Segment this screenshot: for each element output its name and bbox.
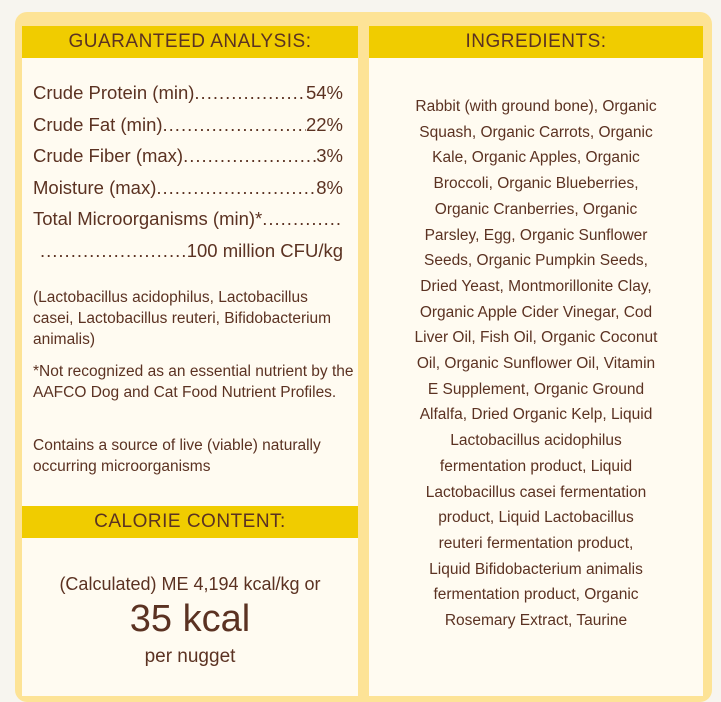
ingredients-line: Dried Yeast, Montmorillonite Clay, [420, 277, 652, 295]
analysis-row: 100 million CFU/kg [40, 240, 343, 262]
ingredients-line: Oil, Organic Sunflower Oil, Vitamin [416, 355, 656, 373]
row-value: 3% [316, 145, 343, 166]
row-label: Crude Fiber (max) [33, 145, 184, 166]
ingredients-line: Liquid Bifidobacterium animalis [429, 560, 643, 578]
ingredients-header: INGREDIENTS: [369, 26, 703, 58]
ingredients-line: Liver Oil, Fish Oil, Organic Coconut [414, 329, 658, 347]
ingredients-line: reuteri fermentation product, [438, 534, 634, 552]
ingredients-line: Lactobacillus acidophilus [450, 432, 622, 450]
calorie-content-header: CALORIE CONTENT: [22, 506, 358, 538]
ingredients-line: Organic Cranberries, Organic [434, 200, 638, 218]
row-label: Moisture (max) [33, 177, 157, 198]
ingredients-line: Rosemary Extract, Taurine [444, 612, 628, 630]
calorie-calculated: (Calculated) ME 4,194 kcal/kg or [59, 574, 321, 594]
ingredients-line: Seeds, Organic Pumpkin Seeds, [423, 252, 648, 270]
ingredients-line: product, Liquid Lactobacillus [438, 509, 634, 527]
row-value: 54% [305, 82, 343, 103]
row-value: 100 million CFU/kg [186, 240, 343, 261]
ingredients-line: Parsley, Egg, Organic Sunflower [424, 226, 648, 244]
microorganism-strains: (Lactobacillus acidophilus, Lactobacillu… [33, 289, 332, 348]
row-value: 8% [316, 177, 343, 198]
ingredients-line: fermentation product, Liquid [439, 457, 633, 475]
ingredients-line: Rabbit (with ground bone), Organic [415, 98, 657, 115]
row-label: Total Microorganisms (min)* [33, 208, 263, 229]
analysis-row: Moisture (max) 8% [33, 177, 343, 199]
ingredients-line: Kale, Organic Apples, Organic [432, 149, 640, 167]
ingredients-line: Squash, Organic Carrots, Organic [419, 123, 653, 141]
analysis-row: Crude Fat (min) 22% [33, 114, 343, 136]
row-label: Crude Protein (min) [33, 82, 195, 103]
analysis-row: Total Microorganisms (min)* [33, 208, 343, 230]
analysis-row: Crude Protein (min) 54% [33, 82, 343, 104]
calorie-per-nugget-value: 35 kcal [129, 598, 251, 640]
ingredients-panel: INGREDIENTS: Rabbit (with ground bone), … [369, 26, 703, 696]
aafco-footnote: *Not recognized as an essential nutrient… [33, 363, 354, 401]
row-label: Crude Fat (min) [33, 114, 163, 135]
ingredients-line: Lactobacillus casei fermentation [425, 483, 647, 501]
ingredients-line: Alfalfa, Dried Organic Kelp, Liquid [419, 406, 653, 424]
ingredients-line: Broccoli, Organic Blueberries, [433, 175, 639, 193]
ingredients-line: E Supplement, Organic Ground [427, 380, 645, 398]
live-microorganisms-note: Contains a source of live (viable) natur… [33, 437, 321, 475]
ingredients-line: Organic Apple Cider Vinegar, Cod [419, 303, 653, 321]
guaranteed-analysis-panel: GUARANTEED ANALYSIS: Crude Protein (min)… [22, 26, 358, 696]
ingredients-line: fermentation product, Organic [433, 586, 639, 604]
guaranteed-analysis-header: GUARANTEED ANALYSIS: [22, 26, 358, 58]
analysis-row: Crude Fiber (max) 3% [33, 145, 343, 167]
ingredients-list: Rabbit (with ground bone), Organic Squash… [369, 94, 703, 634]
calorie-unit: per nugget [144, 646, 236, 667]
row-value: 22% [305, 114, 343, 135]
